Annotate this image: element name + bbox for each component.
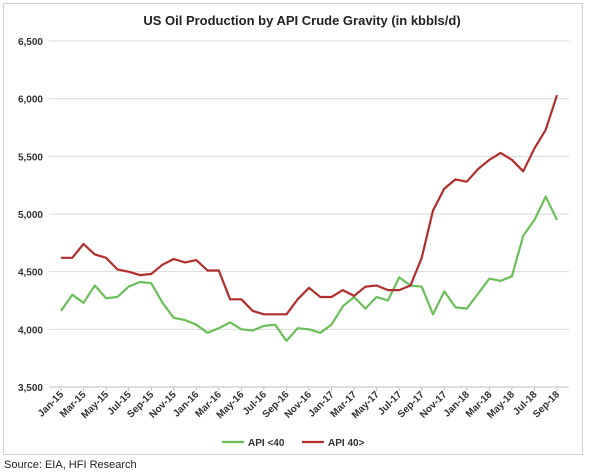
y-axis-ticks: 3,500 4,000 4,500 5,000 5,500 6,000 6,500: [18, 37, 43, 394]
source-note: Source: EIA, HFI Research: [4, 459, 137, 471]
y-tick-label: 3,500: [18, 383, 43, 394]
y-tick-label: 6,000: [18, 95, 43, 106]
legend: API <40 API 40>: [222, 438, 365, 449]
chart-area: US Oil Production by API Crude Gravity (…: [3, 3, 583, 455]
series-lines: [60, 94, 559, 342]
y-tick-label: 4,000: [18, 325, 43, 336]
line-chart: US Oil Production by API Crude Gravity (…: [18, 13, 569, 449]
y-tick-label: 5,500: [18, 152, 43, 163]
series-line-api-40-: [61, 94, 559, 316]
y-tick-label: 5,000: [18, 210, 43, 221]
x-axis-ticks: Jan-15Mar-15May-15Jul-15Sep-15Nov-15Jan-…: [36, 387, 562, 421]
series-line-api-40: [60, 195, 558, 342]
y-tick-label: 6,500: [18, 37, 43, 48]
gridlines: [49, 40, 569, 330]
legend-label: API <40: [248, 438, 285, 449]
chart-title: US Oil Production by API Crude Gravity (…: [143, 13, 460, 28]
y-tick-label: 4,500: [18, 268, 43, 279]
legend-label: API 40>: [328, 438, 365, 449]
